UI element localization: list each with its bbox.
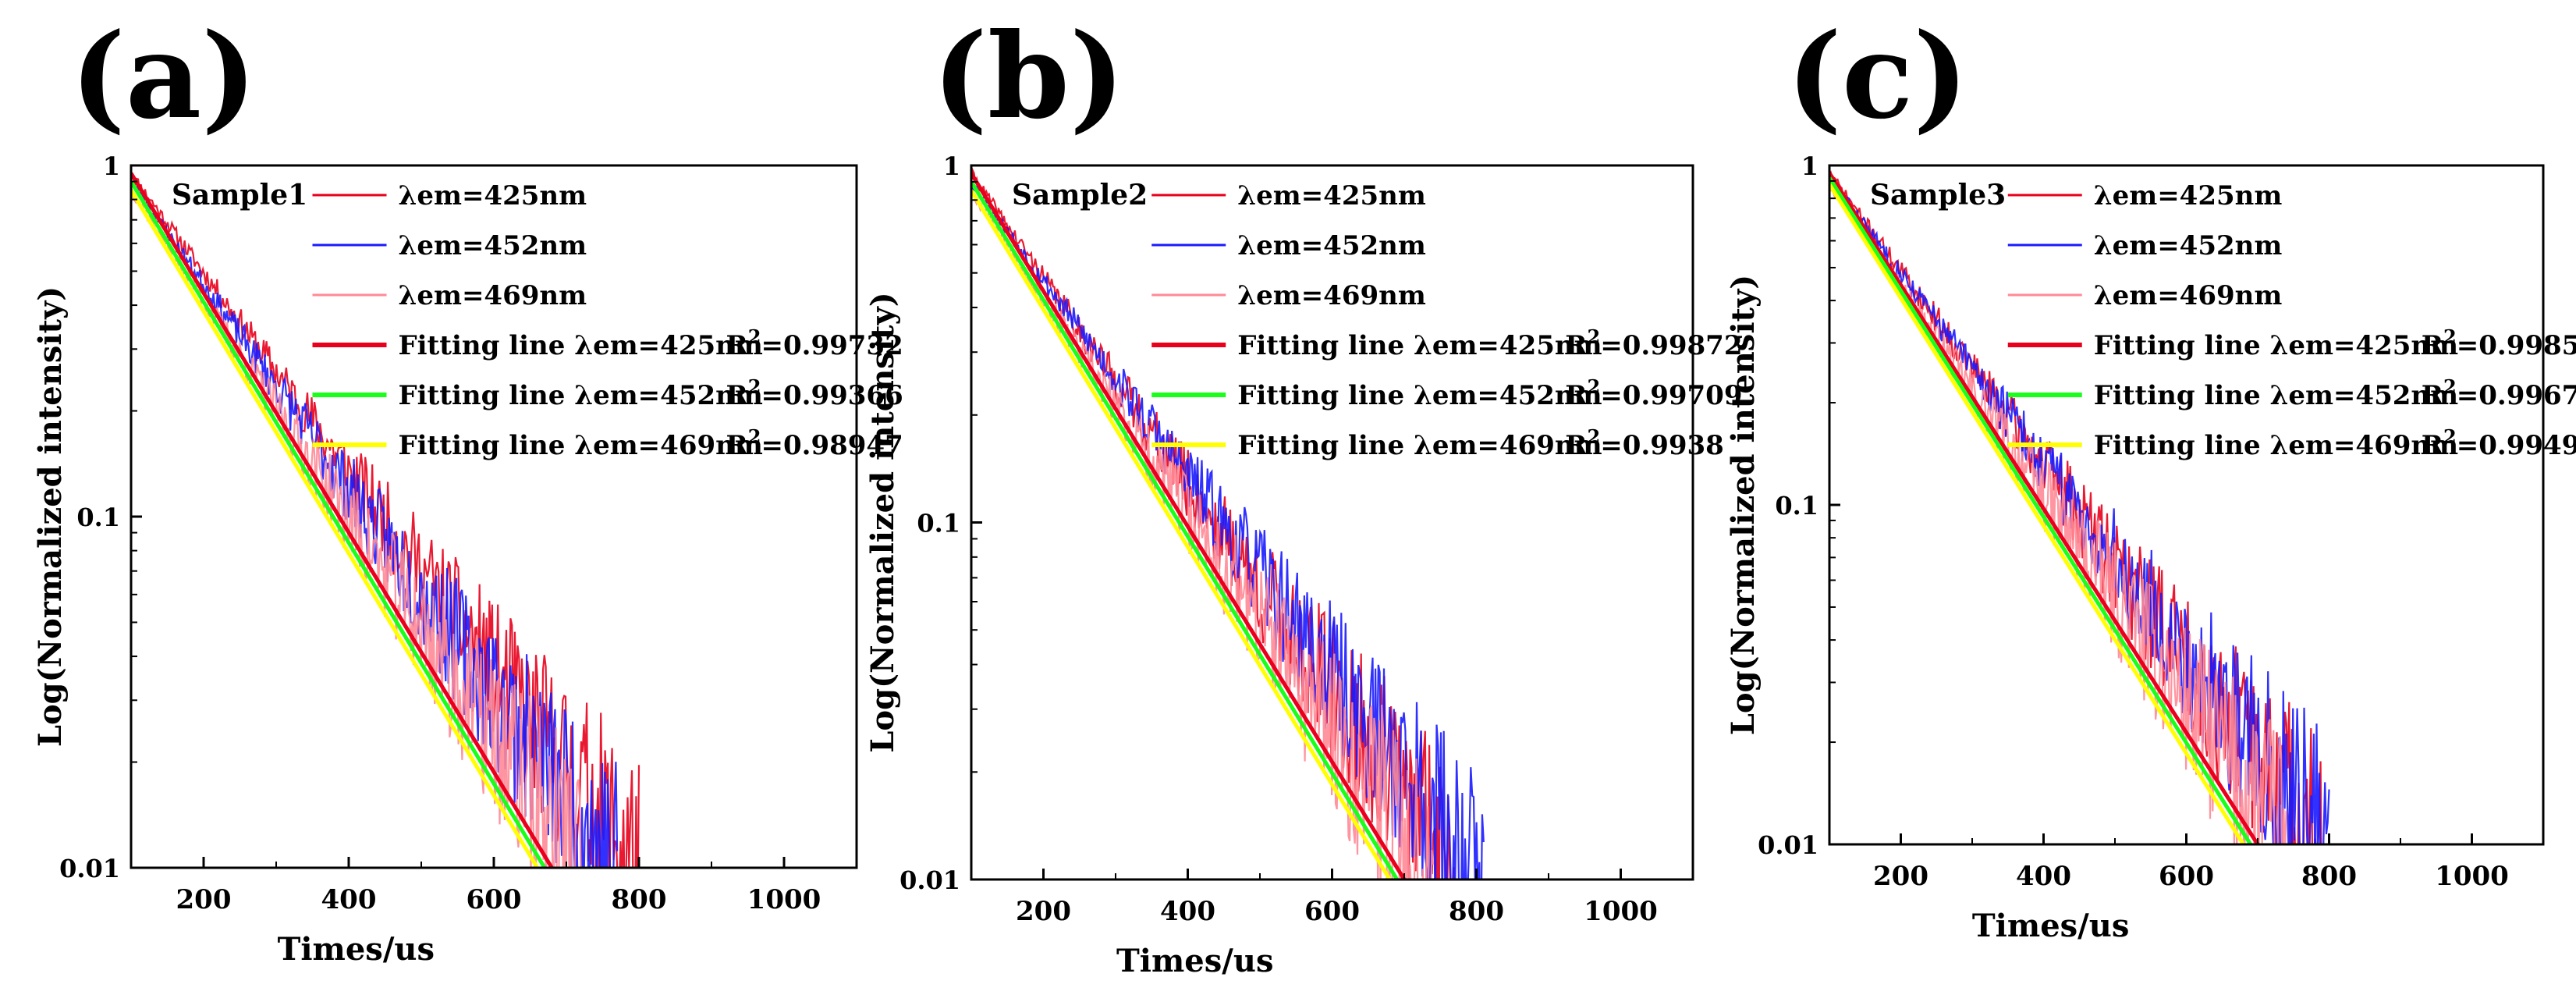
x-axis-label: Times/us bbox=[1116, 943, 1273, 979]
y-tick-label: 1 bbox=[1801, 151, 1818, 181]
legend-r2-4: R2=0.99872 bbox=[1565, 325, 1742, 361]
fit-line-5 bbox=[131, 180, 547, 868]
x-tick-label: 1000 bbox=[747, 884, 821, 915]
y-tick-label: 0.1 bbox=[1775, 491, 1818, 521]
legend-r2-6: R2=0.9938 bbox=[1565, 425, 1724, 461]
y-axis-label: Log(Normalized intensity) bbox=[1725, 275, 1762, 735]
y-tick-label: 1 bbox=[103, 151, 120, 181]
legend-label-5: Fitting line λem=452nm bbox=[2094, 380, 2458, 411]
x-axis-label: Times/us bbox=[278, 931, 435, 968]
plot-area bbox=[131, 172, 640, 868]
legend-label-1: λem=425nm bbox=[2094, 180, 2283, 211]
x-tick-label: 1000 bbox=[1584, 896, 1658, 927]
fit-line-6 bbox=[131, 189, 539, 868]
legend-label-5: Fitting line λem=452nm bbox=[399, 380, 763, 411]
fit-line-6 bbox=[971, 190, 1392, 879]
legend-label-2: λem=452nm bbox=[399, 230, 587, 261]
legend-r2-4: R2=0.99852 bbox=[2422, 325, 2576, 361]
legend-label-1: λem=425nm bbox=[1237, 180, 1426, 211]
legend-label-1: λem=425nm bbox=[399, 180, 587, 211]
x-tick-label: 800 bbox=[1449, 896, 1504, 927]
legend-label-6: Fitting line λem=469nm bbox=[399, 430, 763, 461]
data-series-3 bbox=[1829, 186, 2287, 844]
legend-r2-4: R2=0.99732 bbox=[726, 325, 903, 361]
legend-r2-6: R2=0.98947 bbox=[726, 425, 903, 461]
panel-letter: (c) bbox=[1787, 8, 1968, 145]
legend-label-3: λem=469nm bbox=[399, 280, 587, 311]
legend-label-3: λem=469nm bbox=[1237, 280, 1426, 311]
x-tick-label: 800 bbox=[2301, 861, 2357, 892]
x-tick-label: 600 bbox=[2159, 861, 2214, 892]
legend-label-4: Fitting line λem=425nm bbox=[399, 330, 763, 361]
legend-r2-5: R2=0.99366 bbox=[726, 375, 903, 411]
legend-label-6: Fitting line λem=469nm bbox=[1237, 430, 1602, 461]
fit-line-6 bbox=[1829, 183, 2245, 844]
plot-area bbox=[971, 167, 1485, 879]
legend-r2-5: R2=0.99672 bbox=[2422, 375, 2576, 411]
panel-letter: (b) bbox=[932, 8, 1125, 145]
sample-label: Sample1 bbox=[172, 179, 307, 211]
plot-area bbox=[1829, 170, 2330, 844]
legend-r2-5: R2=0.99709 bbox=[1565, 375, 1742, 411]
legend-label-3: λem=469nm bbox=[2094, 280, 2283, 311]
fit-line-4 bbox=[1829, 172, 2260, 844]
x-tick-label: 600 bbox=[467, 884, 522, 915]
y-tick-label: 0.1 bbox=[76, 503, 120, 532]
legend-label-4: Fitting line λem=425nm bbox=[2094, 330, 2458, 361]
x-tick-label: 400 bbox=[2016, 861, 2071, 892]
legend-label-5: Fitting line λem=452nm bbox=[1237, 380, 1602, 411]
fit-line-5 bbox=[1829, 176, 2252, 844]
chart-panel-1: (a) 200 400 600 800 1000 1 0.1 0.01 Times/us Log(N… bbox=[32, 8, 903, 968]
y-axis-label: Log(Normalized intensity) bbox=[864, 292, 901, 752]
x-tick-label: 200 bbox=[1873, 861, 1928, 892]
data-series-2 bbox=[1829, 174, 2330, 844]
chart-panel-3: (c) 200 400 600 800 1000 1 0.1 0.01 Times/us Log(N… bbox=[1725, 8, 2576, 944]
legend-label-2: λem=452nm bbox=[1237, 230, 1426, 261]
y-axis-label: Log(Normalized intensity) bbox=[32, 286, 69, 747]
y-tick-label: 0.01 bbox=[899, 865, 960, 895]
legend-label-4: Fitting line λem=425nm bbox=[1237, 330, 1602, 361]
x-tick-label: 400 bbox=[1160, 896, 1215, 927]
chart-panel-2: (b) 200 400 600 800 1000 1 0.1 0.01 Times/us Log(N… bbox=[864, 8, 1743, 979]
sample-label: Sample3 bbox=[1870, 179, 2006, 211]
legend-label-2: λem=452nm bbox=[2094, 230, 2283, 261]
legend-r2-6: R2=0.99492 bbox=[2422, 425, 2576, 461]
legend-label-6: Fitting line λem=469nm bbox=[2094, 430, 2458, 461]
sample-label: Sample2 bbox=[1012, 179, 1148, 211]
x-tick-label: 800 bbox=[612, 884, 667, 915]
y-tick-label: 1 bbox=[943, 151, 960, 181]
panel-letter: (a) bbox=[70, 8, 257, 145]
x-tick-label: 400 bbox=[321, 884, 377, 915]
y-tick-label: 0.1 bbox=[917, 509, 960, 538]
fit-line-4 bbox=[131, 172, 554, 868]
x-axis-label: Times/us bbox=[1972, 908, 2129, 944]
fit-line-5 bbox=[971, 180, 1399, 879]
x-tick-label: 1000 bbox=[2435, 861, 2509, 892]
x-tick-label: 600 bbox=[1304, 896, 1360, 927]
fit-line-4 bbox=[971, 172, 1407, 879]
x-tick-label: 200 bbox=[176, 884, 232, 915]
y-tick-label: 0.01 bbox=[1758, 830, 1818, 860]
x-tick-label: 200 bbox=[1016, 896, 1071, 927]
y-tick-label: 0.01 bbox=[59, 854, 120, 883]
